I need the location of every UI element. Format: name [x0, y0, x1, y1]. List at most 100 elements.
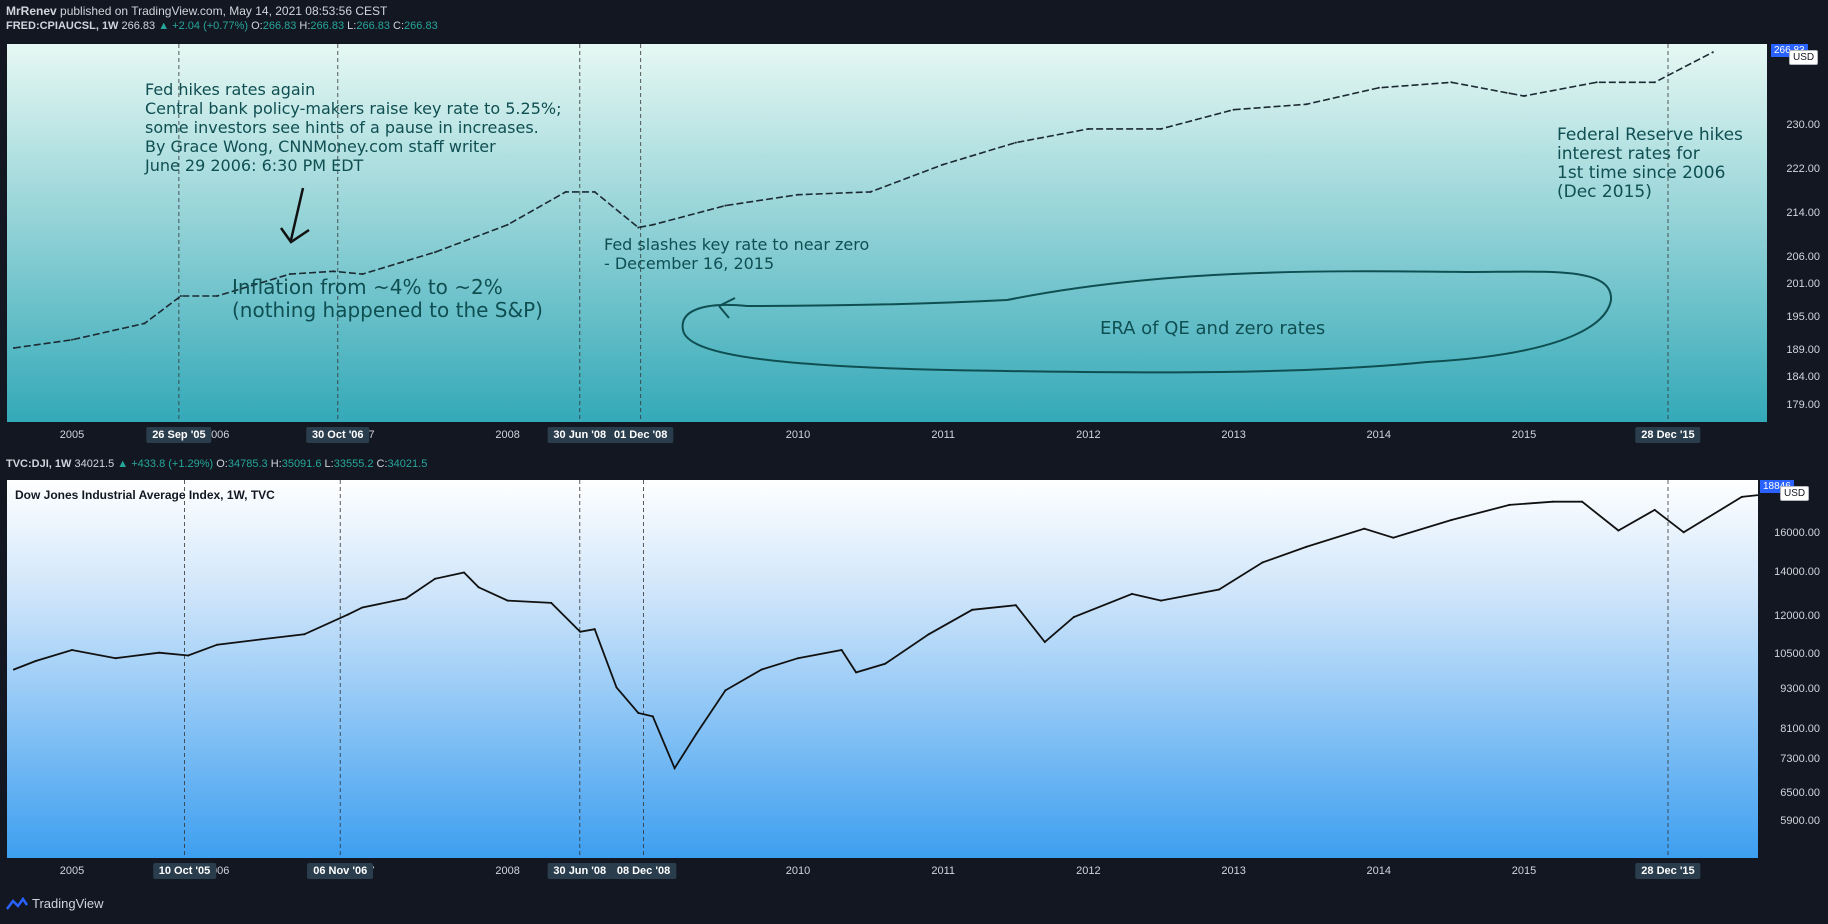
top-c: 266.83 — [404, 20, 438, 32]
cpi-x-tick: 2011 — [931, 429, 956, 441]
dji-data-point — [158, 651, 161, 654]
dji-data-point — [12, 668, 15, 671]
dji-data-point — [1617, 529, 1620, 532]
dji-data-point — [840, 649, 843, 651]
dji-price-axis[interactable]: 16000.00 14000.00 12000.00 10500.00 9300.00 8… — [1758, 480, 1828, 858]
cpi-x-tick: 2005 — [59, 429, 85, 441]
cpi-date-marker[interactable]: 30 Oct '06 — [306, 427, 370, 443]
qe-era-loop — [681, 270, 1613, 374]
publish-text: published on TradingView.com, May 14, 20… — [56, 4, 388, 18]
publish-line: MrRenev published on TradingView.com, Ma… — [6, 4, 387, 18]
dji-y-tick: 9300.00 — [1780, 683, 1820, 696]
cpi-date-marker[interactable]: 30 Jun '08 — [547, 427, 613, 443]
dji-currency[interactable]: USD — [1780, 486, 1810, 501]
cpi-time-axis[interactable]: 2005200620072008200920102011201220132014… — [7, 422, 1828, 448]
cpi-data-point — [1087, 127, 1090, 130]
cpi-y-tick: 222.00 — [1786, 163, 1820, 175]
cpi-y-tick: 179.00 — [1786, 398, 1820, 411]
tradingview-logo-icon — [6, 896, 28, 910]
cpi-date-marker[interactable]: 01 Dec '08 — [607, 427, 674, 443]
cpi-data-point — [1160, 127, 1162, 130]
top-last: 266.83 — [121, 20, 156, 32]
cpi-x-tick: 2012 — [1076, 429, 1101, 441]
dji-time-axis[interactable]: 2005200620072008200920102011201220132014… — [7, 858, 1828, 884]
dji-data-point — [114, 657, 117, 660]
bottom-l: 33555.2 — [333, 458, 374, 470]
dji-x-tick: 2014 — [1366, 865, 1392, 877]
dji-data-point — [971, 608, 974, 611]
cpi-y-tick: 214.00 — [1786, 206, 1820, 219]
cpi-y-tick: 184.00 — [1786, 371, 1820, 384]
cpi-data-point — [1377, 86, 1380, 89]
cpi-data-point — [143, 322, 146, 325]
dji-data-point — [884, 662, 887, 665]
dji-data-point — [1014, 604, 1017, 607]
annotation-inflation: Inflation from ~4% to ~2% (nothing happe… — [232, 275, 543, 322]
cpi-x-tick: 2013 — [1221, 429, 1246, 441]
cpi-price-axis[interactable]: 230.00 222.00 214.00 206.00 201.00 195.00 189.… — [1767, 44, 1828, 422]
dji-date-marker[interactable]: 06 Nov '06 — [307, 863, 374, 879]
cpi-data-point — [332, 270, 335, 273]
dji-data-point — [724, 689, 727, 692]
cpi-data-point — [1305, 103, 1308, 106]
bottom-c: 34021.5 — [387, 458, 428, 470]
dji-date-marker[interactable]: 10 Oct '05 — [152, 863, 217, 879]
dji-data-point — [1392, 536, 1395, 539]
dji-data-point — [637, 712, 640, 714]
dji-data-point — [550, 601, 553, 604]
cpi-currency[interactable]: USD — [1789, 50, 1819, 65]
cpi-data-point — [593, 190, 596, 193]
cpi-y-tick: 195.00 — [1786, 310, 1820, 323]
dji-data-point — [303, 633, 306, 636]
dji-date-marker[interactable]: 28 Dec '15 — [1635, 863, 1701, 879]
cpi-data-point — [71, 338, 73, 341]
annotation-fed-hikes: Fed hikes rates again Central bank polic… — [145, 80, 562, 175]
bottom-c-label: C: — [376, 458, 388, 470]
cpi-data-point — [288, 273, 291, 276]
cpi-x-tick: 2010 — [785, 429, 811, 441]
cpi-chart-pane[interactable]: Fed hikes rates again Central bank polic… — [7, 44, 1767, 422]
top-symbol[interactable]: FRED:CPIAUCSL, 1W — [6, 20, 119, 32]
cpi-x-tick: 2015 — [1511, 429, 1537, 441]
dji-data-point — [71, 649, 73, 651]
dji-date-marker[interactable]: 08 Dec '08 — [610, 863, 677, 879]
dji-x-tick: 2012 — [1076, 865, 1101, 877]
dji-data-point — [1160, 599, 1162, 602]
dji-data-point — [1218, 588, 1221, 591]
dji-y-tick: 16000.00 — [1774, 527, 1820, 540]
bottom-legend: TVC:DJI, 1W 34021.5 ▲ +433.8 (+1.29%) O:… — [6, 458, 427, 470]
cpi-date-marker[interactable]: 28 Dec '15 — [1635, 427, 1701, 443]
cpi-chart-svg — [7, 44, 1767, 422]
dji-y-tick: 8100.00 — [1780, 723, 1820, 736]
dji-data-point — [855, 671, 858, 674]
dji-data-point — [797, 657, 799, 660]
top-h-label: H: — [299, 20, 311, 32]
cpi-data-point — [724, 204, 727, 207]
cpi-data-point — [1653, 81, 1656, 84]
dji-y-tick: 7300.00 — [1780, 753, 1820, 766]
cpi-data-point — [1450, 81, 1453, 84]
cpi-data-point — [216, 295, 219, 297]
dji-data-point — [695, 732, 698, 735]
tradingview-footer[interactable]: TradingView — [6, 896, 104, 911]
dji-data-point — [1552, 500, 1554, 503]
bottom-symbol[interactable]: TVC:DJI, 1W — [6, 458, 72, 470]
dji-data-point — [216, 643, 219, 646]
author-name[interactable]: MrRenev — [6, 4, 57, 18]
dji-data-point — [463, 571, 465, 574]
cpi-data-point — [179, 295, 182, 297]
bottom-h: 35091.6 — [281, 458, 322, 470]
cpi-date-marker[interactable]: 26 Sep '05 — [146, 427, 212, 443]
bottom-o: 34785.3 — [227, 458, 268, 470]
top-h: 266.83 — [310, 20, 345, 32]
top-l: 266.83 — [356, 20, 390, 32]
dji-data-point — [579, 630, 582, 633]
dji-data-point — [1131, 592, 1133, 595]
dji-chart-pane[interactable]: Dow Jones Industrial Average Index, 1W, … — [7, 480, 1809, 858]
top-change: ▲ +2.04 (+0.77%) — [158, 20, 249, 32]
cpi-data-point — [506, 223, 509, 226]
dji-data-point — [34, 660, 37, 662]
dji-date-marker[interactable]: 30 Jun '08 — [547, 863, 613, 879]
bottom-o-label: O: — [216, 458, 228, 470]
annotation-reserve-hikes: Federal Reserve hikes interest rates for… — [1557, 125, 1743, 202]
